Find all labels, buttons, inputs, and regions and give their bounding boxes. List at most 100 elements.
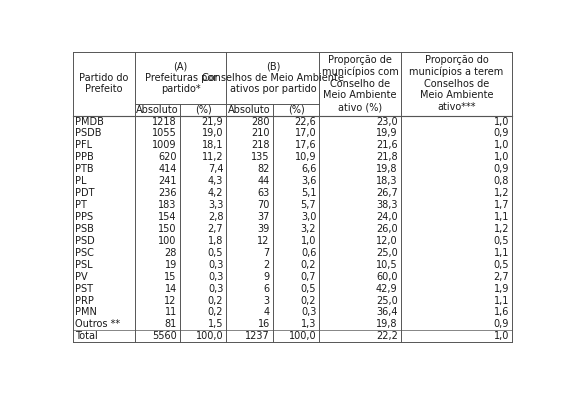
Text: Absoluto: Absoluto <box>136 105 179 115</box>
Text: 1,9: 1,9 <box>494 284 509 293</box>
Text: 1,3: 1,3 <box>301 319 316 329</box>
Text: 17,6: 17,6 <box>295 141 316 150</box>
Text: 14: 14 <box>164 284 177 293</box>
Text: 210: 210 <box>251 129 270 139</box>
Text: 183: 183 <box>158 200 177 210</box>
Text: 150: 150 <box>158 224 177 234</box>
Text: 1055: 1055 <box>152 129 177 139</box>
Text: 6: 6 <box>264 284 270 293</box>
Text: 2,8: 2,8 <box>208 212 223 222</box>
Text: 37: 37 <box>258 212 270 222</box>
Text: 0,2: 0,2 <box>301 260 316 270</box>
Text: 1,0: 1,0 <box>301 236 316 246</box>
Text: 0,9: 0,9 <box>494 319 509 329</box>
Text: (%): (%) <box>195 105 211 115</box>
Text: 1,0: 1,0 <box>494 116 509 127</box>
Text: 12,0: 12,0 <box>376 236 397 246</box>
Text: 25,0: 25,0 <box>376 296 397 305</box>
Text: 5,1: 5,1 <box>301 188 316 198</box>
Text: PT: PT <box>75 200 87 210</box>
Text: 18,3: 18,3 <box>376 176 397 186</box>
Text: 81: 81 <box>164 319 177 329</box>
Text: 22,2: 22,2 <box>376 331 397 342</box>
Text: 1,1: 1,1 <box>494 296 509 305</box>
Text: 17,0: 17,0 <box>295 129 316 139</box>
Text: Total: Total <box>75 331 98 342</box>
Text: 0,3: 0,3 <box>208 260 223 270</box>
Text: 70: 70 <box>258 200 270 210</box>
Text: 15: 15 <box>164 272 177 282</box>
Text: 0,5: 0,5 <box>494 236 509 246</box>
Text: 82: 82 <box>258 164 270 174</box>
Text: 11: 11 <box>164 307 177 317</box>
Text: 280: 280 <box>251 116 270 127</box>
Text: 16: 16 <box>258 319 270 329</box>
Text: 3: 3 <box>264 296 270 305</box>
Text: 42,9: 42,9 <box>376 284 397 293</box>
Text: 21,9: 21,9 <box>202 116 223 127</box>
Text: (B)
Conselhos de Meio Ambiente
ativos por partido: (B) Conselhos de Meio Ambiente ativos po… <box>202 61 344 95</box>
Text: 1,5: 1,5 <box>208 319 223 329</box>
Text: 0,6: 0,6 <box>301 248 316 258</box>
Text: Proporção do
municípios a terem
Conselhos de
Meio Ambiente
ativo***: Proporção do municípios a terem Conselho… <box>409 55 504 112</box>
Text: 22,6: 22,6 <box>295 116 316 127</box>
Text: 26,0: 26,0 <box>376 224 397 234</box>
Text: 1,2: 1,2 <box>494 224 509 234</box>
Text: 10,9: 10,9 <box>295 152 316 162</box>
Text: 3,3: 3,3 <box>208 200 223 210</box>
Text: 0,9: 0,9 <box>494 164 509 174</box>
Text: 4,2: 4,2 <box>208 188 223 198</box>
Text: 0,8: 0,8 <box>494 176 509 186</box>
Text: Partido do
Prefeito: Partido do Prefeito <box>79 73 128 95</box>
Text: 21,8: 21,8 <box>376 152 397 162</box>
Text: 1,0: 1,0 <box>494 141 509 150</box>
Text: PSD: PSD <box>75 236 95 246</box>
Text: 38,3: 38,3 <box>376 200 397 210</box>
Text: 2,7: 2,7 <box>493 272 509 282</box>
Text: PST: PST <box>75 284 93 293</box>
Text: 154: 154 <box>158 212 177 222</box>
Text: Absoluto: Absoluto <box>228 105 271 115</box>
Text: 0,2: 0,2 <box>208 307 223 317</box>
Text: 10,5: 10,5 <box>376 260 397 270</box>
Text: 0,2: 0,2 <box>301 296 316 305</box>
Text: 4: 4 <box>264 307 270 317</box>
Text: 25,0: 25,0 <box>376 248 397 258</box>
Text: 241: 241 <box>158 176 177 186</box>
Text: 19: 19 <box>164 260 177 270</box>
Text: 0,2: 0,2 <box>208 296 223 305</box>
Text: 135: 135 <box>251 152 270 162</box>
Text: 63: 63 <box>258 188 270 198</box>
Text: 620: 620 <box>158 152 177 162</box>
Text: 3,6: 3,6 <box>301 176 316 186</box>
Text: Outros **: Outros ** <box>75 319 120 329</box>
Text: 414: 414 <box>158 164 177 174</box>
Text: 1,0: 1,0 <box>494 331 509 342</box>
Text: PPB: PPB <box>75 152 94 162</box>
Text: 0,5: 0,5 <box>494 260 509 270</box>
Text: 1,1: 1,1 <box>494 248 509 258</box>
Text: 0,9: 0,9 <box>494 129 509 139</box>
Text: PMN: PMN <box>75 307 97 317</box>
Text: 36,4: 36,4 <box>376 307 397 317</box>
Text: 1,8: 1,8 <box>208 236 223 246</box>
Text: PFL: PFL <box>75 141 93 150</box>
Text: 0,5: 0,5 <box>301 284 316 293</box>
Text: 60,0: 60,0 <box>376 272 397 282</box>
Text: PSL: PSL <box>75 260 93 270</box>
Text: 1237: 1237 <box>245 331 270 342</box>
Text: PSDB: PSDB <box>75 129 102 139</box>
Text: 28: 28 <box>164 248 177 258</box>
Text: 1,0: 1,0 <box>494 152 509 162</box>
Text: 100,0: 100,0 <box>289 331 316 342</box>
Text: 0,7: 0,7 <box>301 272 316 282</box>
Text: 2,7: 2,7 <box>208 224 223 234</box>
Text: 1,1: 1,1 <box>494 212 509 222</box>
Text: 39: 39 <box>258 224 270 234</box>
Text: 19,8: 19,8 <box>376 319 397 329</box>
Text: 100: 100 <box>158 236 177 246</box>
Text: PPS: PPS <box>75 212 94 222</box>
Text: 1,6: 1,6 <box>494 307 509 317</box>
Text: 24,0: 24,0 <box>376 212 397 222</box>
Text: 7: 7 <box>264 248 270 258</box>
